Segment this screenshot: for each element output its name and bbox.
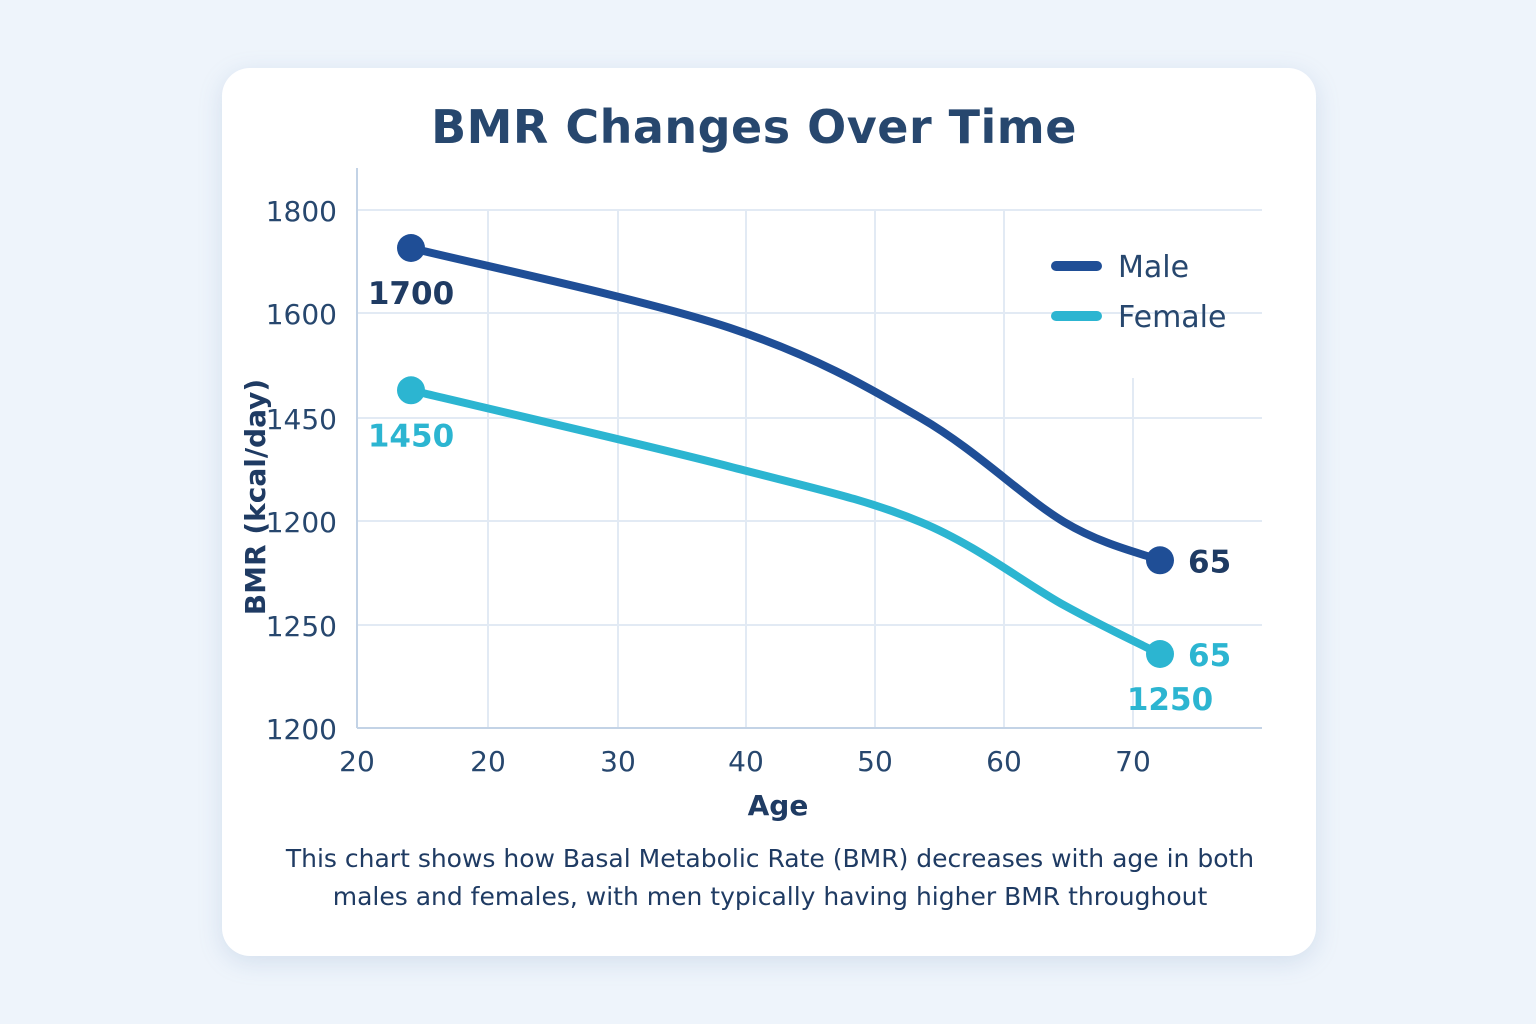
chart-title: BMR Changes Over Time xyxy=(431,100,1077,154)
y-tick-label: 1200 xyxy=(266,506,337,539)
y-tick-label: 1600 xyxy=(266,298,337,331)
y-axis-title: BMR (kcal/day) xyxy=(239,379,272,615)
female-end-value-label: 1250 xyxy=(1127,682,1213,718)
y-tick-label: 1800 xyxy=(266,195,337,228)
x-tick-label: 60 xyxy=(986,745,1022,778)
male-start-point xyxy=(397,234,425,262)
female-series-line xyxy=(407,386,1164,658)
female-start-label: 1450 xyxy=(368,418,454,454)
y-tick-label: 1250 xyxy=(266,610,337,643)
x-tick-label: 50 xyxy=(857,745,893,778)
caption-line-2: males and females, with men typically ha… xyxy=(332,882,1208,911)
axes xyxy=(356,168,1262,729)
female-start-point xyxy=(397,376,425,405)
x-tick-label: 70 xyxy=(1115,745,1151,778)
x-tick-label: 30 xyxy=(600,745,636,778)
grid-lines xyxy=(357,209,1262,728)
data-labels: 1700 65 1450 65 1250 xyxy=(368,276,1231,718)
female-end-point xyxy=(1146,640,1174,668)
x-tick-label: 20 xyxy=(339,745,375,778)
legend-label-male: Male xyxy=(1118,250,1189,285)
male-end-label: 65 xyxy=(1188,544,1231,580)
x-tick-label: 20 xyxy=(470,745,506,778)
male-end-point xyxy=(1146,546,1174,575)
male-series-line xyxy=(407,244,1164,565)
caption-line-1: This chart shows how Basal Metabolic Rat… xyxy=(285,844,1255,873)
legend: Male Female xyxy=(1051,250,1226,335)
female-end-label: 65 xyxy=(1188,638,1231,674)
y-tick-labels: 1800 1600 1450 1200 1250 1200 xyxy=(266,195,337,746)
male-start-label: 1700 xyxy=(368,276,454,312)
y-tick-label: 1200 xyxy=(266,713,337,746)
x-tick-labels: 20 20 30 40 50 60 70 xyxy=(339,745,1151,778)
legend-label-female: Female xyxy=(1118,300,1226,335)
x-axis-title: Age xyxy=(748,789,809,822)
series-lines xyxy=(397,234,1174,668)
y-tick-label: 1450 xyxy=(266,403,337,436)
x-tick-label: 40 xyxy=(728,745,764,778)
chart-caption: This chart shows how Basal Metabolic Rat… xyxy=(260,840,1280,916)
